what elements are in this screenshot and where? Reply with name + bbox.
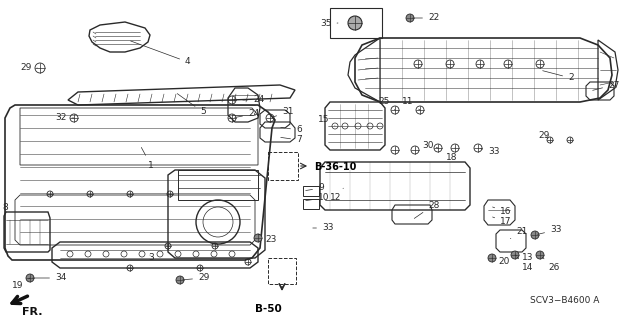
Text: B-36-10: B-36-10 bbox=[314, 162, 356, 172]
Circle shape bbox=[511, 251, 519, 259]
Text: 29: 29 bbox=[183, 273, 209, 283]
Circle shape bbox=[536, 251, 544, 259]
Text: 24: 24 bbox=[235, 109, 259, 118]
Circle shape bbox=[488, 254, 496, 262]
Text: 2: 2 bbox=[543, 71, 573, 83]
Text: 16: 16 bbox=[493, 207, 511, 217]
Text: 6: 6 bbox=[281, 125, 301, 135]
Text: 3: 3 bbox=[148, 254, 154, 263]
Text: 27: 27 bbox=[593, 80, 620, 90]
Text: 23: 23 bbox=[258, 234, 276, 244]
Text: 1: 1 bbox=[141, 147, 154, 169]
Text: 11: 11 bbox=[402, 98, 420, 110]
Text: 24: 24 bbox=[243, 95, 264, 105]
Text: B-50: B-50 bbox=[255, 304, 282, 314]
Bar bbox=[268, 258, 296, 284]
Text: 28: 28 bbox=[414, 201, 440, 219]
Circle shape bbox=[26, 274, 34, 282]
Text: 32: 32 bbox=[55, 114, 74, 122]
Bar bbox=[330, 8, 382, 38]
Text: 33: 33 bbox=[313, 224, 333, 233]
Text: 33: 33 bbox=[538, 226, 561, 234]
Text: 34: 34 bbox=[33, 273, 67, 283]
Text: 4: 4 bbox=[131, 41, 191, 66]
Text: FR.: FR. bbox=[22, 307, 42, 317]
Text: 13: 13 bbox=[515, 254, 534, 263]
Text: 8: 8 bbox=[2, 204, 8, 212]
Text: 7: 7 bbox=[281, 136, 301, 145]
Text: 20: 20 bbox=[492, 257, 509, 266]
Text: SCV3−B4600 A: SCV3−B4600 A bbox=[530, 296, 600, 305]
Text: 14: 14 bbox=[517, 257, 533, 272]
Text: 29: 29 bbox=[20, 63, 37, 72]
Text: 25: 25 bbox=[378, 98, 395, 110]
Text: 29: 29 bbox=[538, 130, 549, 139]
Text: 21: 21 bbox=[510, 227, 527, 239]
Text: 33: 33 bbox=[481, 147, 499, 157]
Text: 5: 5 bbox=[177, 93, 205, 116]
Text: 31: 31 bbox=[273, 108, 294, 117]
Text: 12: 12 bbox=[330, 188, 343, 203]
Bar bbox=[303, 186, 319, 196]
Text: 17: 17 bbox=[493, 217, 511, 226]
Circle shape bbox=[531, 231, 539, 239]
Text: 15: 15 bbox=[318, 115, 335, 126]
Text: 19: 19 bbox=[12, 278, 30, 290]
Circle shape bbox=[254, 234, 262, 242]
Text: 26: 26 bbox=[542, 257, 559, 272]
Text: 10: 10 bbox=[306, 194, 330, 203]
Text: 30: 30 bbox=[422, 140, 438, 150]
Text: 22: 22 bbox=[413, 13, 439, 23]
Text: 18: 18 bbox=[446, 148, 458, 162]
Text: 9: 9 bbox=[306, 183, 324, 192]
Circle shape bbox=[176, 276, 184, 284]
Circle shape bbox=[406, 14, 414, 22]
Bar bbox=[303, 199, 319, 209]
Text: 35: 35 bbox=[320, 19, 338, 28]
Circle shape bbox=[348, 16, 362, 30]
Bar bbox=[268, 152, 298, 180]
